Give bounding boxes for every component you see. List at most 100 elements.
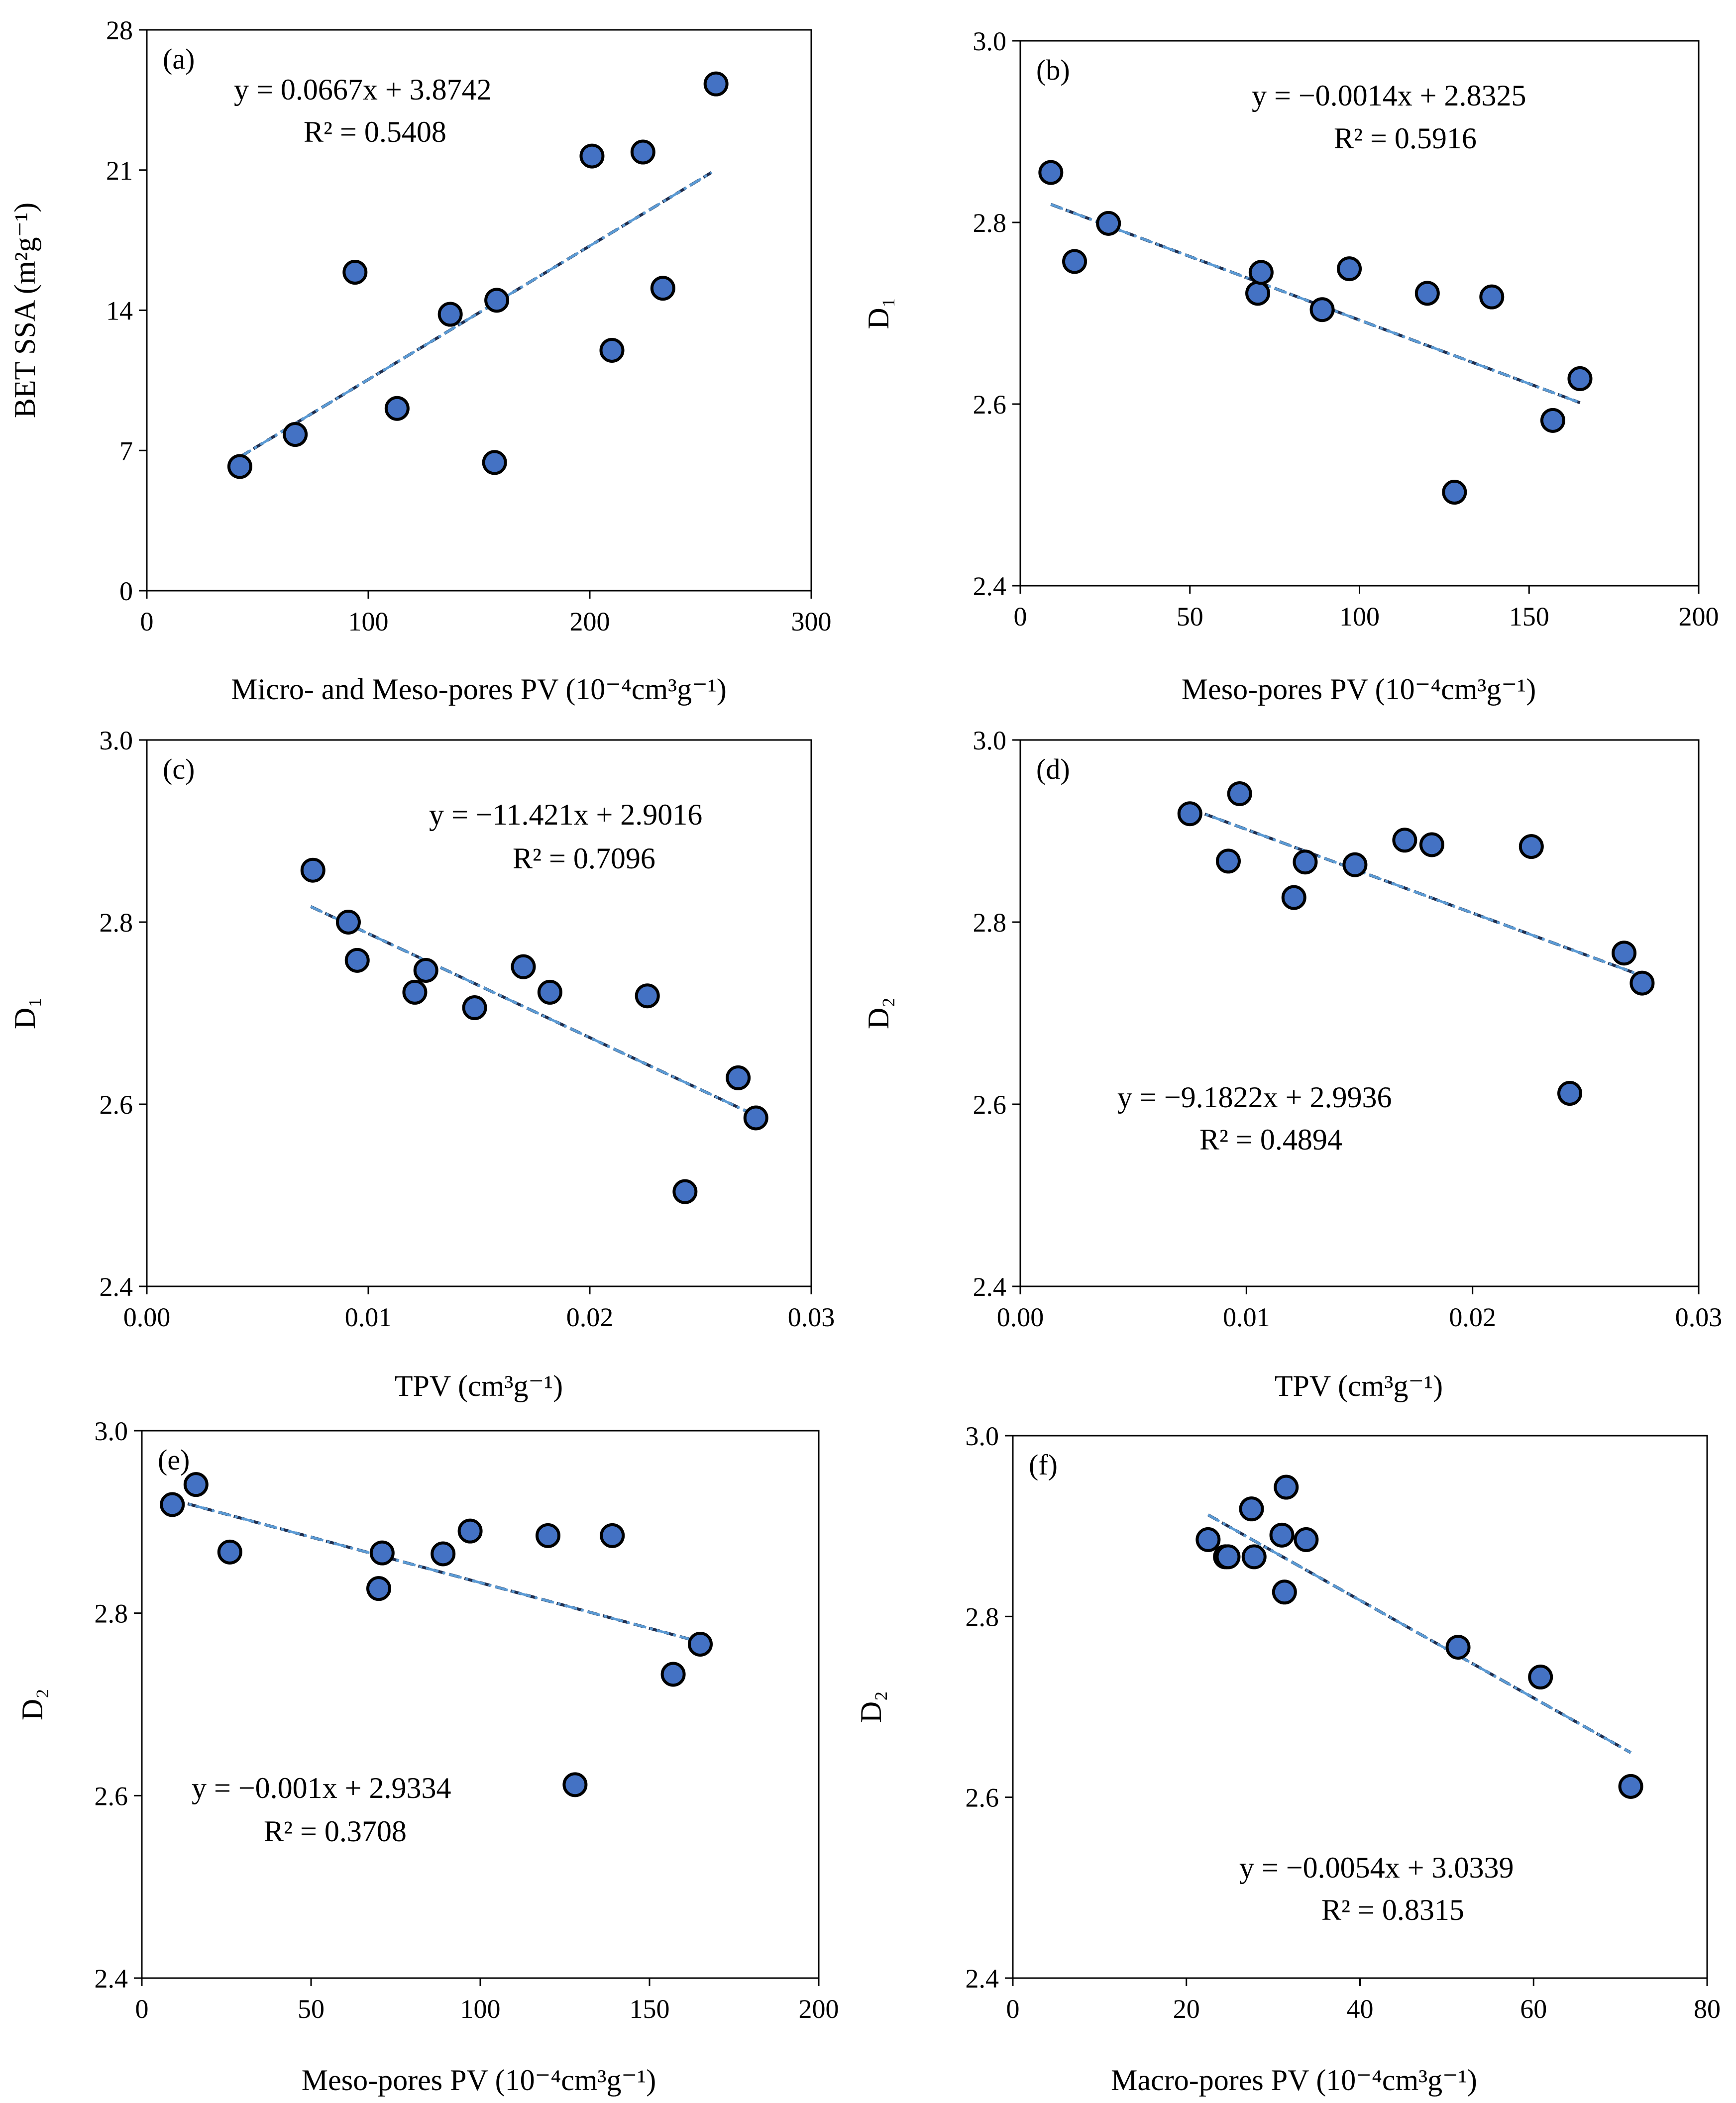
- data-point: [1337, 256, 1362, 282]
- data-point: [650, 276, 675, 301]
- r-squared: R² = 0.8315: [1321, 1893, 1464, 1926]
- data-point: [1442, 480, 1467, 505]
- y-tick-label: 2.4: [95, 1964, 128, 1994]
- data-point: [703, 71, 729, 97]
- y-tick-label: 3.0: [95, 1416, 128, 1446]
- plot-frame: [1019, 739, 1700, 1287]
- x-tick-label: 0: [135, 1994, 149, 2024]
- data-point: [1241, 1544, 1267, 1570]
- y-tick-label: 2.4: [100, 1272, 133, 1302]
- x-tick-label: 100: [460, 1994, 501, 2024]
- chart-panel-b: 0 50 100 150 200 2.4 2.6 2.8 3.0 Meso-pores PV (1…: [862, 26, 1719, 706]
- chart-panel-e: 0 50 100 150 200 2.4 2.6 2.8 3.0 Meso-pores PV (1…: [16, 1416, 839, 2097]
- data-point: [660, 1662, 686, 1687]
- data-point: [402, 979, 428, 1005]
- x-tick-label: 0.01: [1223, 1302, 1270, 1332]
- data-point: [688, 1632, 713, 1657]
- data-point: [1195, 1527, 1221, 1552]
- data-point: [562, 1772, 588, 1797]
- x-tick-label: 0.00: [123, 1302, 171, 1332]
- data-point: [1414, 281, 1440, 306]
- y-tick-label: 2.8: [100, 908, 133, 938]
- data-point: [1272, 1579, 1297, 1605]
- x-tick-label: 0.02: [1449, 1302, 1496, 1332]
- x-tick-label: 0.00: [997, 1302, 1044, 1332]
- panel-label: (d): [1036, 753, 1070, 785]
- regression-equation: y = −0.0014x + 2.8325: [1252, 79, 1526, 112]
- y-axis-label: BET SSA (m²g⁻¹): [8, 203, 41, 418]
- data-point: [482, 450, 507, 475]
- y-tick-label: 2.8: [973, 208, 1007, 238]
- y-tick-label: 2.4: [973, 1272, 1007, 1302]
- x-tick-label: 0.03: [1675, 1302, 1723, 1332]
- panel-label: (b): [1036, 54, 1070, 86]
- panel-label: (e): [158, 1444, 190, 1476]
- x-tick-label: 300: [791, 607, 832, 636]
- data-point: [384, 396, 410, 421]
- data-point: [1392, 828, 1417, 853]
- plot-frame: [146, 29, 812, 592]
- x-tick-label: 0.01: [345, 1302, 392, 1332]
- data-point: [536, 1523, 560, 1548]
- trendline: [1189, 807, 1643, 977]
- panel-label: (c): [163, 753, 195, 785]
- data-point: [366, 1576, 391, 1601]
- data-point: [1274, 1474, 1299, 1500]
- x-axis-label: TPV (cm³g⁻¹): [1275, 1369, 1443, 1402]
- x-tick-label: 150: [1509, 602, 1549, 631]
- data-point: [160, 1492, 185, 1517]
- trendline: [172, 1498, 701, 1644]
- data-point: [1248, 260, 1274, 285]
- data-point: [462, 995, 487, 1021]
- y-tick-label: 2.6: [966, 1783, 999, 1813]
- x-tick-label: 0: [1014, 602, 1027, 631]
- y-axis-label: D₁: [8, 997, 41, 1029]
- data-point: [1038, 160, 1064, 185]
- r-squared: R² = 0.5408: [304, 115, 446, 148]
- x-tick-label: 0: [1006, 1994, 1020, 2024]
- trendline: [1207, 1513, 1631, 1754]
- x-tick-label: 200: [799, 1994, 839, 2024]
- chart-panel-d: 0.00 0.01 0.02 0.03 2.4 2.6 2.8 3.0 TPV (cm³g⁻¹)…: [862, 726, 1722, 1402]
- y-tick-label: 14: [106, 296, 133, 326]
- y-tick-label: 3.0: [973, 26, 1007, 56]
- panel-label: (a): [163, 43, 195, 75]
- y-tick-label: 2.6: [973, 1090, 1007, 1120]
- data-point: [1557, 1081, 1583, 1106]
- data-point: [1269, 1522, 1295, 1548]
- plot-frame: [146, 739, 812, 1287]
- data-point: [672, 1179, 698, 1204]
- regression-equation: y = 0.0667x + 3.8742: [234, 73, 492, 106]
- x-tick-label: 100: [348, 607, 389, 636]
- data-point: [437, 302, 463, 327]
- y-tick-label: 2.4: [973, 571, 1007, 601]
- y-axis-label: D₁: [862, 297, 895, 329]
- y-tick-label: 7: [119, 436, 133, 466]
- r-squared: R² = 0.3708: [264, 1815, 407, 1848]
- data-point: [1629, 970, 1655, 996]
- y-tick-label: 0: [119, 576, 133, 606]
- y-tick-label: 28: [106, 15, 133, 45]
- x-axis-label: Meso-pores PV (10⁻⁴cm³g⁻¹): [302, 2064, 656, 2097]
- x-tick-label: 0.03: [788, 1302, 835, 1332]
- y-tick-label: 2.8: [966, 1602, 999, 1632]
- r-squared: R² = 0.4894: [1199, 1123, 1342, 1156]
- data-point: [537, 979, 562, 1005]
- data-point: [183, 1472, 209, 1497]
- y-tick-label: 2.8: [95, 1599, 128, 1629]
- x-tick-label: 0.02: [566, 1302, 614, 1332]
- data-point: [335, 910, 361, 935]
- regression-equation: y = −0.001x + 2.9334: [192, 1772, 451, 1804]
- regression-equation: y = −0.0054x + 3.0339: [1239, 1851, 1514, 1884]
- data-point: [599, 338, 625, 363]
- data-point: [579, 143, 605, 169]
- regression-equation: y = −11.421x + 2.9016: [429, 798, 702, 831]
- r-squared: R² = 0.5916: [1334, 122, 1477, 155]
- data-point: [484, 288, 510, 313]
- trendline: [239, 171, 713, 458]
- x-tick-label: 80: [1694, 1994, 1721, 2024]
- data-point: [1519, 834, 1544, 859]
- data-point: [1540, 408, 1565, 433]
- data-point: [1567, 366, 1593, 391]
